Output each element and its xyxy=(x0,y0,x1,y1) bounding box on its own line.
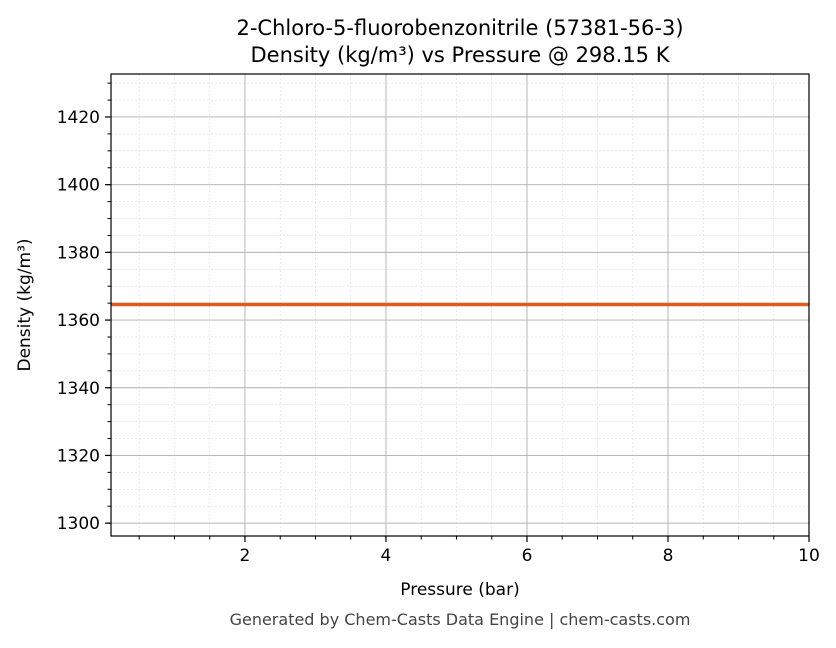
y-tick-label: 1360 xyxy=(57,311,100,331)
x-axis-label: Pressure (bar) xyxy=(400,580,519,600)
y-tick-label: 1400 xyxy=(57,176,100,196)
x-tick-label: 6 xyxy=(522,546,533,566)
plot-frame xyxy=(110,73,810,537)
x-tick-label: 8 xyxy=(663,546,674,566)
x-tick-label: 10 xyxy=(798,546,820,566)
y-tick-label: 1380 xyxy=(57,243,100,263)
y-tick-label: 1300 xyxy=(57,514,100,534)
x-tick-label: 4 xyxy=(381,546,392,566)
footer-credit: Generated by Chem-Casts Data Engine | ch… xyxy=(230,610,691,629)
x-tick-label: 2 xyxy=(240,546,251,566)
y-axis-label: Density (kg/m³) xyxy=(15,238,35,371)
y-tick-label: 1420 xyxy=(57,108,100,128)
chart-subtitle: Density (kg/m³) vs Pressure @ 298.15 K xyxy=(250,43,670,67)
y-tick-label: 1340 xyxy=(57,379,100,399)
y-tick-label: 1320 xyxy=(57,446,100,466)
chart-title: 2-Chloro-5-fluorobenzonitrile (57381-56-… xyxy=(236,16,683,40)
